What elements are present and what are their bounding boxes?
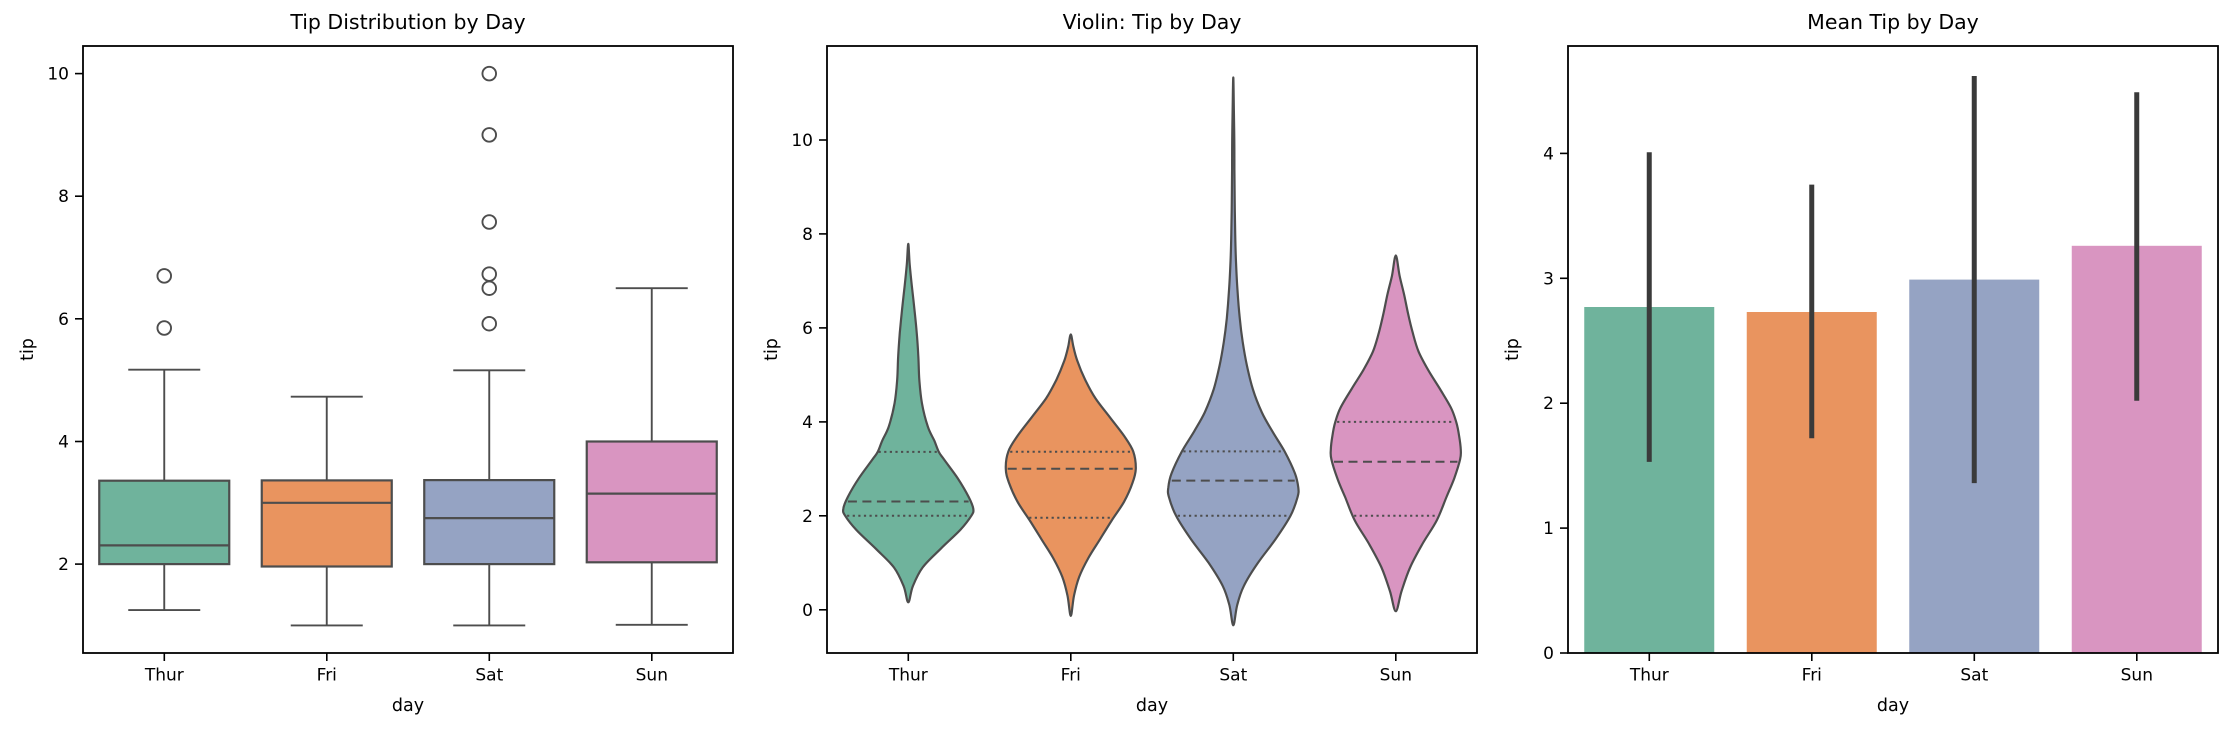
axes-spines bbox=[826, 45, 1478, 654]
axes-spines bbox=[82, 45, 734, 654]
violin-fri bbox=[1004, 333, 1137, 617]
panel-title: Tip Distribution by Day bbox=[289, 10, 525, 34]
x-axis-label: day bbox=[1877, 696, 1909, 716]
x-tick-label: Fri bbox=[1061, 665, 1081, 685]
y-tick-label: 1 bbox=[1543, 519, 1554, 539]
y-tick-label: 10 bbox=[791, 131, 813, 151]
y-tick-label: 4 bbox=[802, 413, 813, 433]
x-axis-label: day bbox=[392, 696, 424, 716]
box-sun bbox=[585, 287, 718, 626]
bar-sun bbox=[2071, 92, 2202, 654]
y-axis-label: tip bbox=[1503, 338, 1523, 361]
x-tick-label: Fri bbox=[1802, 665, 1822, 685]
x-tick-label: Thur bbox=[888, 665, 928, 685]
outlier-point bbox=[481, 65, 498, 82]
bar-fri bbox=[1746, 184, 1877, 653]
y-tick-label: 6 bbox=[58, 310, 69, 330]
y-tick-label: 10 bbox=[47, 65, 69, 85]
outlier-point bbox=[481, 315, 498, 332]
y-tick-label: 8 bbox=[802, 225, 813, 245]
y-tick-label: 8 bbox=[58, 187, 69, 207]
y-tick-label: 4 bbox=[58, 432, 69, 452]
x-tick-label: Sat bbox=[475, 665, 503, 685]
violin-panel: Violin: Tip by Day day tip 0 2 4 6 8 10 Thur Fri Sa… bbox=[762, 10, 1478, 716]
panel-title: Mean Tip by Day bbox=[1807, 10, 1979, 34]
iqr-box bbox=[260, 479, 393, 568]
x-tick-label: Sat bbox=[1219, 665, 1247, 685]
y-tick-label: 4 bbox=[1543, 144, 1554, 164]
box-sat bbox=[423, 65, 556, 627]
iqr-box bbox=[423, 479, 556, 566]
y-tick-label: 2 bbox=[58, 555, 69, 575]
y-axis-label: tip bbox=[762, 338, 782, 361]
y-tick-label: 6 bbox=[802, 319, 813, 339]
outlier-point bbox=[156, 320, 172, 336]
y-tick-label: 2 bbox=[802, 507, 813, 527]
box-fri bbox=[260, 395, 393, 627]
x-tick-label: Thur bbox=[144, 665, 184, 685]
box-panel: Tip Distribution by Day day tip 2 4 6 8 10 Thur F… bbox=[18, 10, 734, 716]
x-tick-label: Sun bbox=[2121, 665, 2153, 685]
x-tick-label: Sun bbox=[1380, 665, 1412, 685]
violin-body bbox=[1166, 76, 1300, 627]
violin-sun bbox=[1329, 254, 1463, 613]
outlier-point bbox=[481, 280, 498, 296]
y-tick-label: 3 bbox=[1543, 269, 1554, 289]
bar-panel: Mean Tip by Day day tip 0 1 2 3 4 Thur Fri Sat Sun bbox=[1503, 10, 2219, 716]
bar-thur bbox=[1584, 152, 1715, 653]
outlier-point bbox=[481, 127, 498, 143]
axes-spines bbox=[1567, 45, 2219, 654]
violin-sat bbox=[1166, 76, 1300, 627]
x-tick-label: Thur bbox=[1629, 665, 1669, 685]
bar-sat bbox=[1909, 76, 2040, 653]
outlier-point bbox=[481, 266, 498, 282]
y-axis-label: tip bbox=[18, 338, 38, 361]
violin-body bbox=[1004, 333, 1137, 617]
violin-thur bbox=[841, 242, 975, 604]
x-tick-label: Sun bbox=[636, 665, 668, 685]
box-thur bbox=[98, 268, 231, 612]
violin-body bbox=[1329, 254, 1463, 613]
x-tick-label: Sat bbox=[1960, 665, 1988, 685]
x-axis-label: day bbox=[1136, 696, 1168, 716]
y-tick-label: 0 bbox=[802, 601, 813, 621]
panel-title: Violin: Tip by Day bbox=[1063, 10, 1242, 34]
iqr-box bbox=[585, 440, 718, 564]
outlier-point bbox=[156, 268, 172, 284]
outlier-point bbox=[481, 214, 498, 230]
y-tick-label: 2 bbox=[1543, 394, 1554, 414]
violin-body bbox=[841, 242, 975, 604]
iqr-box bbox=[98, 479, 231, 566]
y-tick-label: 0 bbox=[1543, 644, 1554, 664]
x-tick-label: Fri bbox=[317, 665, 337, 685]
